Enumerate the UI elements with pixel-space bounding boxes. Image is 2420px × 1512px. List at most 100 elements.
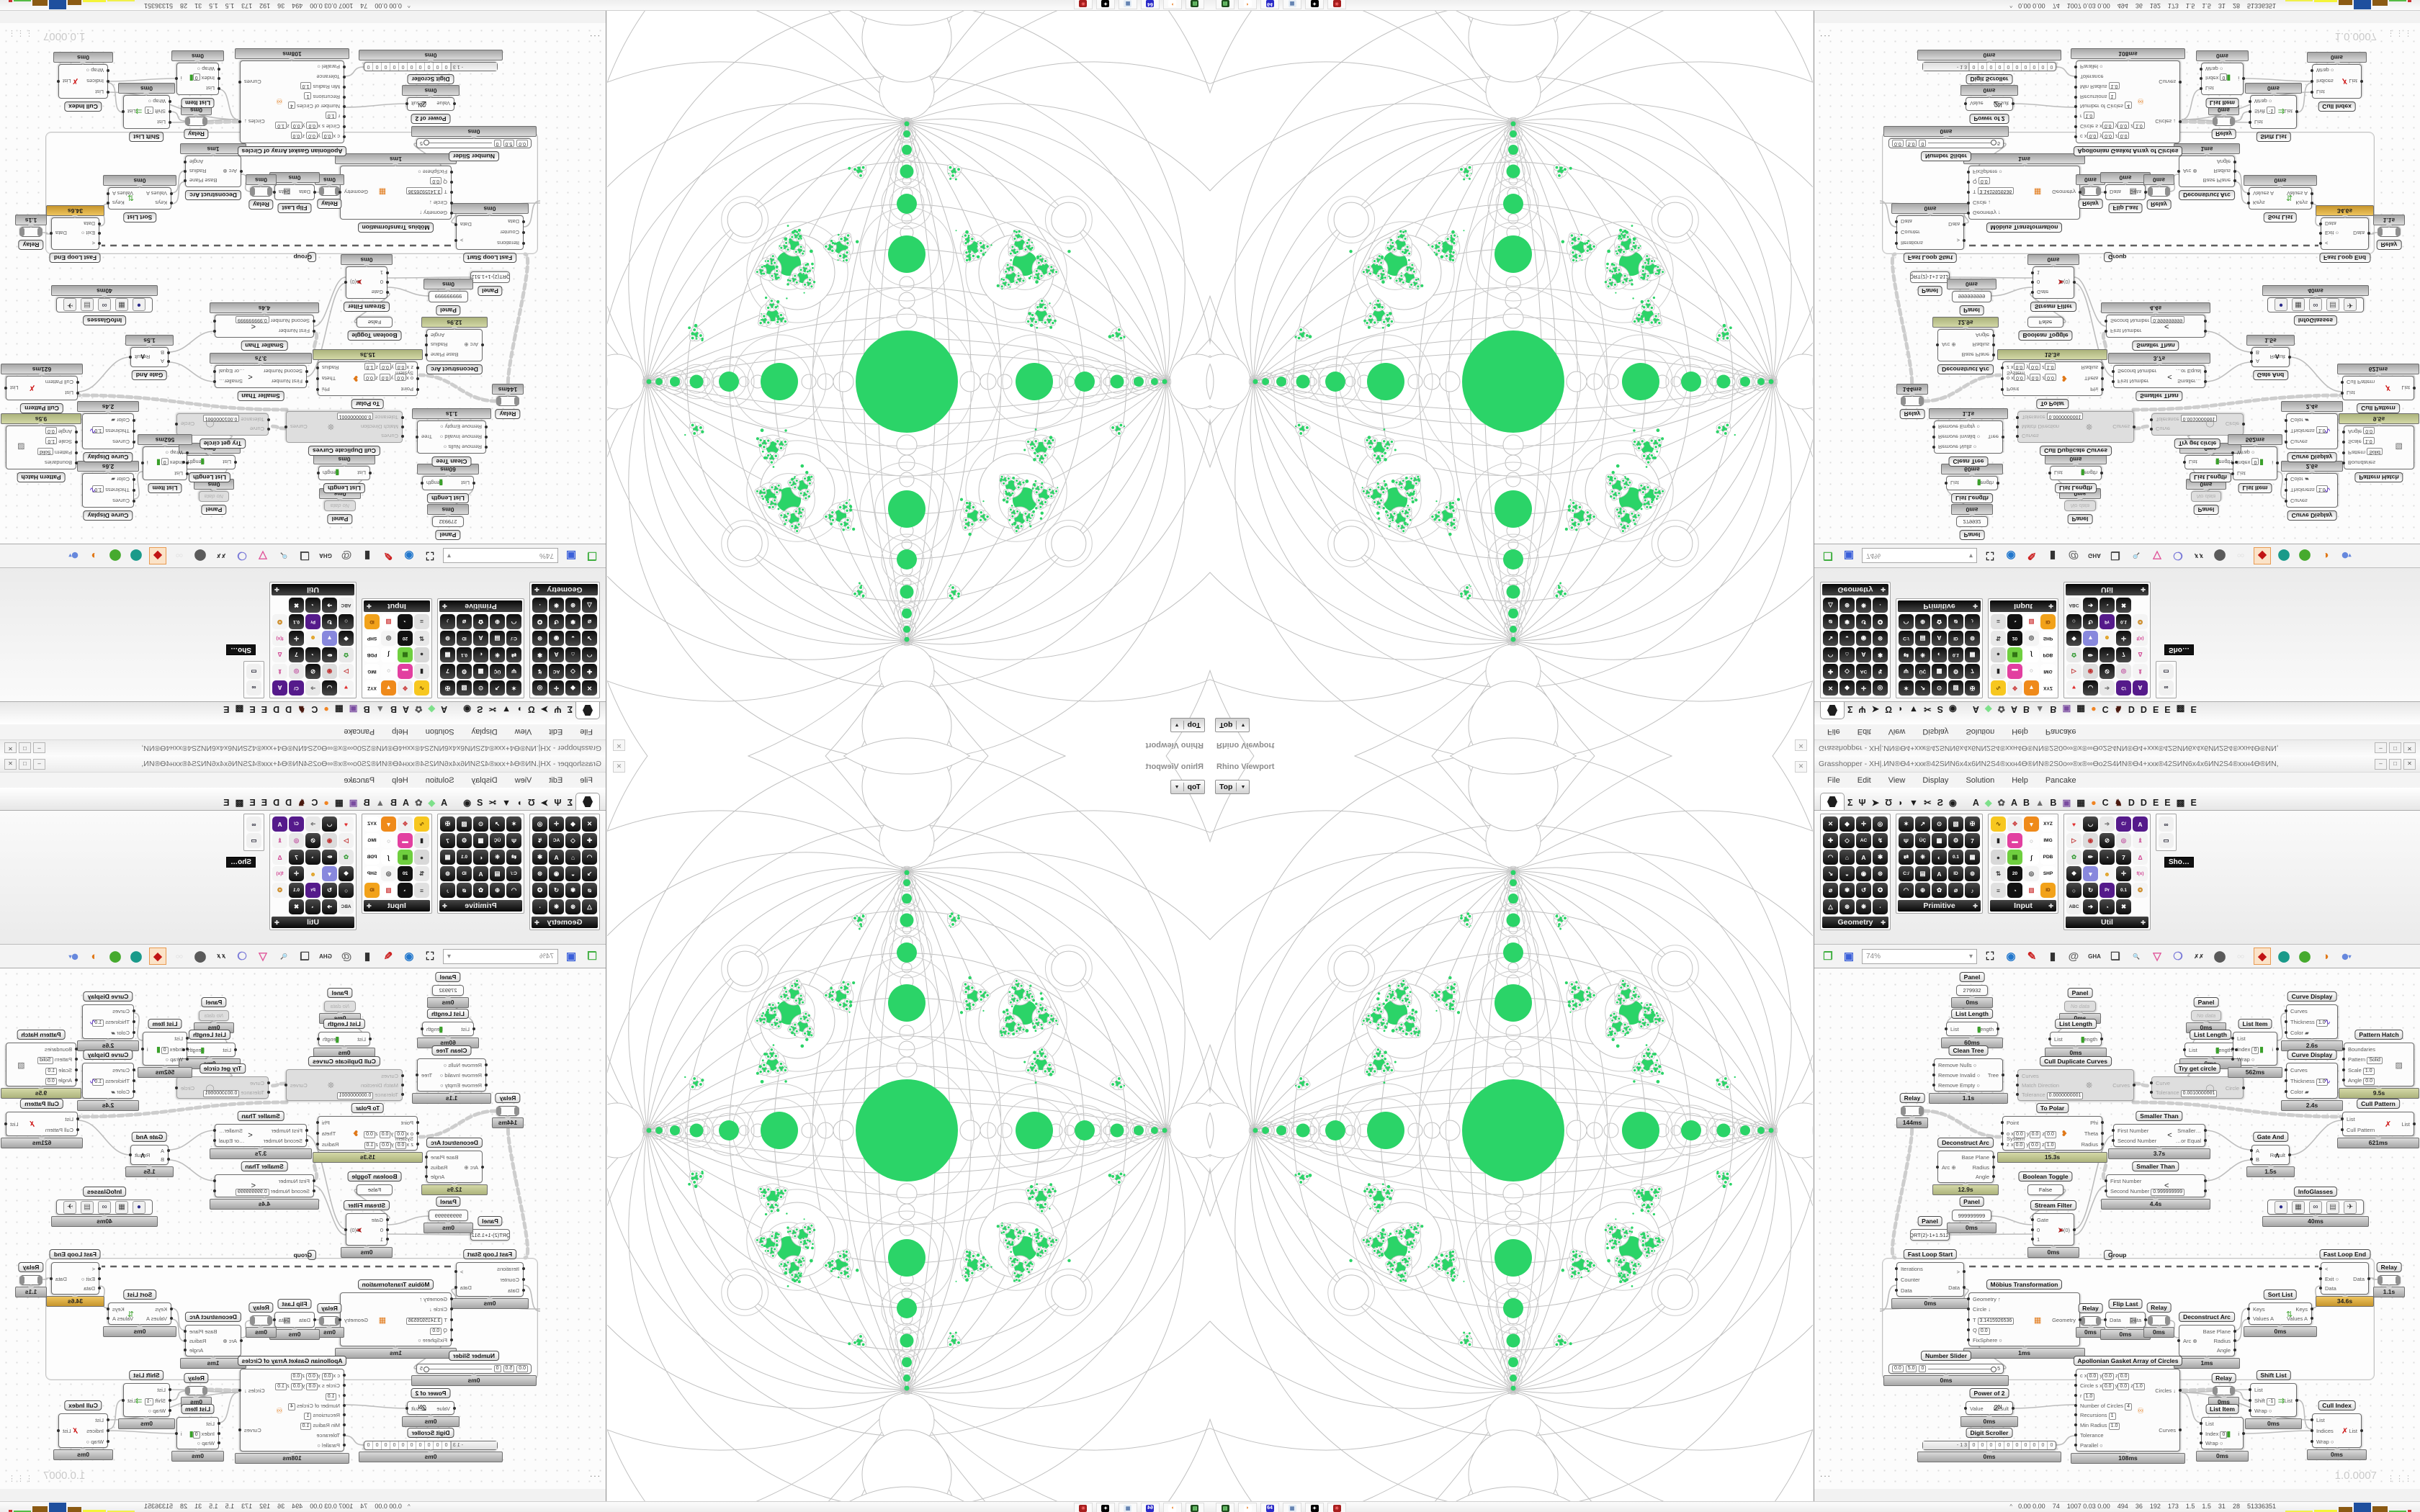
gha-icon[interactable]: GHA [319, 953, 332, 960]
node-body[interactable]: Iterations Counter Data > Data [456, 1262, 524, 1297]
gh-node-panel[interactable]: Panel No data 0ms [319, 488, 361, 524]
component-icon[interactable]: ✖ [2116, 899, 2131, 914]
wire-pen-icon[interactable]: ✎ [2027, 549, 2037, 562]
gh-node-relay[interactable]: Relay 0ms [246, 174, 277, 210]
digit-cell[interactable]: 0 [2030, 63, 2038, 71]
component-icon[interactable]: ◎ [1873, 816, 1888, 832]
green-ball-icon[interactable]: ⬤ [109, 549, 122, 562]
component-tab-22[interactable]: D [2128, 704, 2135, 714]
component-icon[interactable]: ◎ [2024, 631, 2039, 646]
component-icon[interactable]: IMG [364, 664, 380, 679]
component-icon[interactable]: ✪ [1873, 614, 1888, 629]
component-icon[interactable]: ❖ [2066, 631, 2081, 646]
component-tab-22[interactable]: D [2128, 798, 2135, 808]
component-icon[interactable]: ⇄ [506, 647, 521, 662]
digit-cell[interactable]: 0 [425, 1441, 434, 1449]
node-body[interactable]: Curves Match Direction Tolerance 0.0000000… [2017, 411, 2134, 443]
component-icon[interactable]: ◠ [582, 647, 597, 662]
component-icon[interactable]: ✛ [549, 680, 564, 696]
digit-cell[interactable]: 0 [382, 63, 390, 71]
firefox-icon[interactable]: ◗ [1163, 1503, 1182, 1512]
gh-canvas[interactable]: ... 1.0.0007 ⋮⋮⋮ Panel 279932 0ms List Leng… [1814, 968, 2420, 1489]
gha-icon[interactable]: GHA [319, 552, 332, 559]
component-icon[interactable]: ◆ [1839, 816, 1855, 832]
disable-icon[interactable]: ✗✗ [2194, 552, 2204, 559]
menu-item-edit[interactable]: Edit [549, 727, 563, 737]
component-icon[interactable]: ◎ [289, 664, 304, 679]
gh-node-number-slider[interactable]: Number Slider 0.0 5.0 0 5 0ms [411, 1351, 537, 1386]
component-icon[interactable]: ❈ [490, 850, 505, 865]
component-icon[interactable]: ◔ [2099, 899, 2115, 914]
component-icon[interactable]: ✛ [2116, 866, 2131, 881]
gh-node-smaller-than[interactable]: Smaller Than First Number Second Number 0.… [2101, 302, 2210, 351]
component-tab-4[interactable]: Ʊ [527, 704, 535, 714]
slider-value-box[interactable]: 0.0 [516, 140, 528, 147]
node-body[interactable]: Curves Thickness 1.0 Color ▰ ∿ [2286, 473, 2338, 508]
open-file-icon[interactable]: ❐ [587, 950, 597, 963]
gh-node-sort-list[interactable]: Sort List Keys Values A Keys Values A ⇅ 0ms [2244, 175, 2317, 222]
component-icon[interactable]: ◡ [322, 680, 337, 696]
component-tab-23[interactable]: D [2140, 704, 2147, 714]
component-icon[interactable]: ◒ [565, 866, 581, 881]
component-icon[interactable]: ➔ [305, 680, 321, 696]
gh-node-smaller-than[interactable]: Smaller Than First Number Second Number Sma… [2108, 353, 2210, 401]
component-icon[interactable]: ✚ [582, 833, 597, 848]
component-icon[interactable]: ▧ [457, 680, 472, 696]
window-plant-icon[interactable]: ❏ [300, 549, 310, 562]
component-tab-11[interactable]: ◆ [1984, 798, 1992, 808]
component-icon[interactable]: ♝ [2133, 664, 2148, 679]
wire-pen-icon[interactable]: ✎ [383, 950, 393, 963]
component-icon[interactable]: C:/ [1899, 631, 1914, 646]
node-body[interactable]: Keys Values A Keys Values A ⇅ [108, 1302, 171, 1325]
component-tab-25[interactable]: E [249, 704, 256, 714]
rhino-viewport[interactable]: Rhino Viewport ✕ Top ▼ [1210, 11, 1813, 756]
node-body[interactable]: List Length ▮ [1946, 1022, 1998, 1036]
component-icon[interactable]: ⌀ [457, 883, 472, 898]
digit-cell[interactable]: 0 [2047, 63, 2056, 71]
palette-group-label[interactable]: Primitive ✚ [1898, 900, 1981, 912]
node-body[interactable]: List Cull Pattern List ✗ [2342, 376, 2414, 400]
component-tab-0[interactable] [1820, 702, 1845, 719]
node-body[interactable]: First Number Second Number Smaller… …or Equ… [215, 1124, 307, 1147]
open-file-icon[interactable]: ❐ [1823, 549, 1833, 562]
gh-node-m-bius-transformation[interactable]: Möbius Transformation Geometry ↑ Circle ↓ T… [335, 1279, 457, 1359]
component-tab-15[interactable]: ▲ [375, 798, 385, 808]
component-icon[interactable]: ▮ [1991, 664, 2006, 679]
gh-node-flip-last[interactable]: Flip Last Data Data ▤ 0ms [269, 1299, 320, 1340]
slider-value-box[interactable]: 0.0 [516, 1365, 528, 1372]
node-body[interactable]: Gate 0 1 S(0) ➤ [346, 266, 387, 299]
component-icon[interactable]: PDB [364, 850, 380, 865]
gh-node-sort-list[interactable]: Sort List Keys Values A Keys Values A ⇅ 0ms [2244, 1290, 2317, 1337]
node-body[interactable]: List Indices Wrap ○ List ✗ [2312, 1413, 2362, 1448]
component-icon[interactable]: ◒ [1839, 866, 1855, 881]
gh-node-m-bius-transformation[interactable]: Möbius Transformation Geometry ↑ Circle ↓ T… [1963, 1279, 2085, 1359]
component-icon[interactable]: 0.1 [2116, 614, 2131, 629]
gh-node-cull-pattern[interactable]: Cull Pattern List Cull Pattern List ✗ 621ms [1, 364, 83, 413]
node-body[interactable]: List Length ▮ [2050, 1032, 2102, 1046]
node-body[interactable]: Boundaries Pattern Solid Scale 1.0 Angle 0.… [2344, 1043, 2414, 1086]
component-icon[interactable]: ◉ [549, 631, 564, 646]
gh-node-cull-index[interactable]: Cull Index List Indices Wrap ○ List ✗ 0ms [53, 52, 113, 112]
component-icon[interactable]: ❋ [549, 899, 564, 914]
menu-item-pancake[interactable]: Pancake [2045, 727, 2076, 737]
preview-lamp-icon[interactable]: ▮ [2049, 549, 2056, 562]
node-body[interactable]: No data [2191, 491, 2221, 502]
slider-value-box[interactable]: 5.0 [503, 1365, 515, 1372]
node-body[interactable]: List Length ▮ [422, 476, 474, 490]
menu-item-edit[interactable]: Edit [1857, 727, 1871, 737]
component-icon[interactable]: ◔ [305, 598, 321, 613]
gh-node-panel[interactable]: Panel(SQRT(2)-1+1.512)*1 [1910, 271, 1950, 296]
open-file-icon[interactable]: ❐ [587, 549, 597, 562]
gear-icon[interactable]: ✳ [1074, 1503, 1093, 1512]
gh-node-pattern-hatch[interactable]: Pattern Hatch Boundaries Pattern Solid Scal… [2339, 413, 2419, 482]
node-body[interactable]: No data [199, 1010, 229, 1021]
component-icon[interactable]: ❋ [1856, 899, 1871, 914]
component-icon[interactable]: ▩ [473, 664, 488, 679]
slider-value-box[interactable]: 0 [493, 140, 501, 147]
node-body[interactable]: Curve Tolerance 0.0010000001 Circle ◯ [2151, 413, 2244, 436]
component-icon[interactable]: A [2133, 680, 2148, 696]
component-icon[interactable]: ↯ [1873, 664, 1888, 679]
component-icon[interactable]: 7 [440, 833, 455, 848]
